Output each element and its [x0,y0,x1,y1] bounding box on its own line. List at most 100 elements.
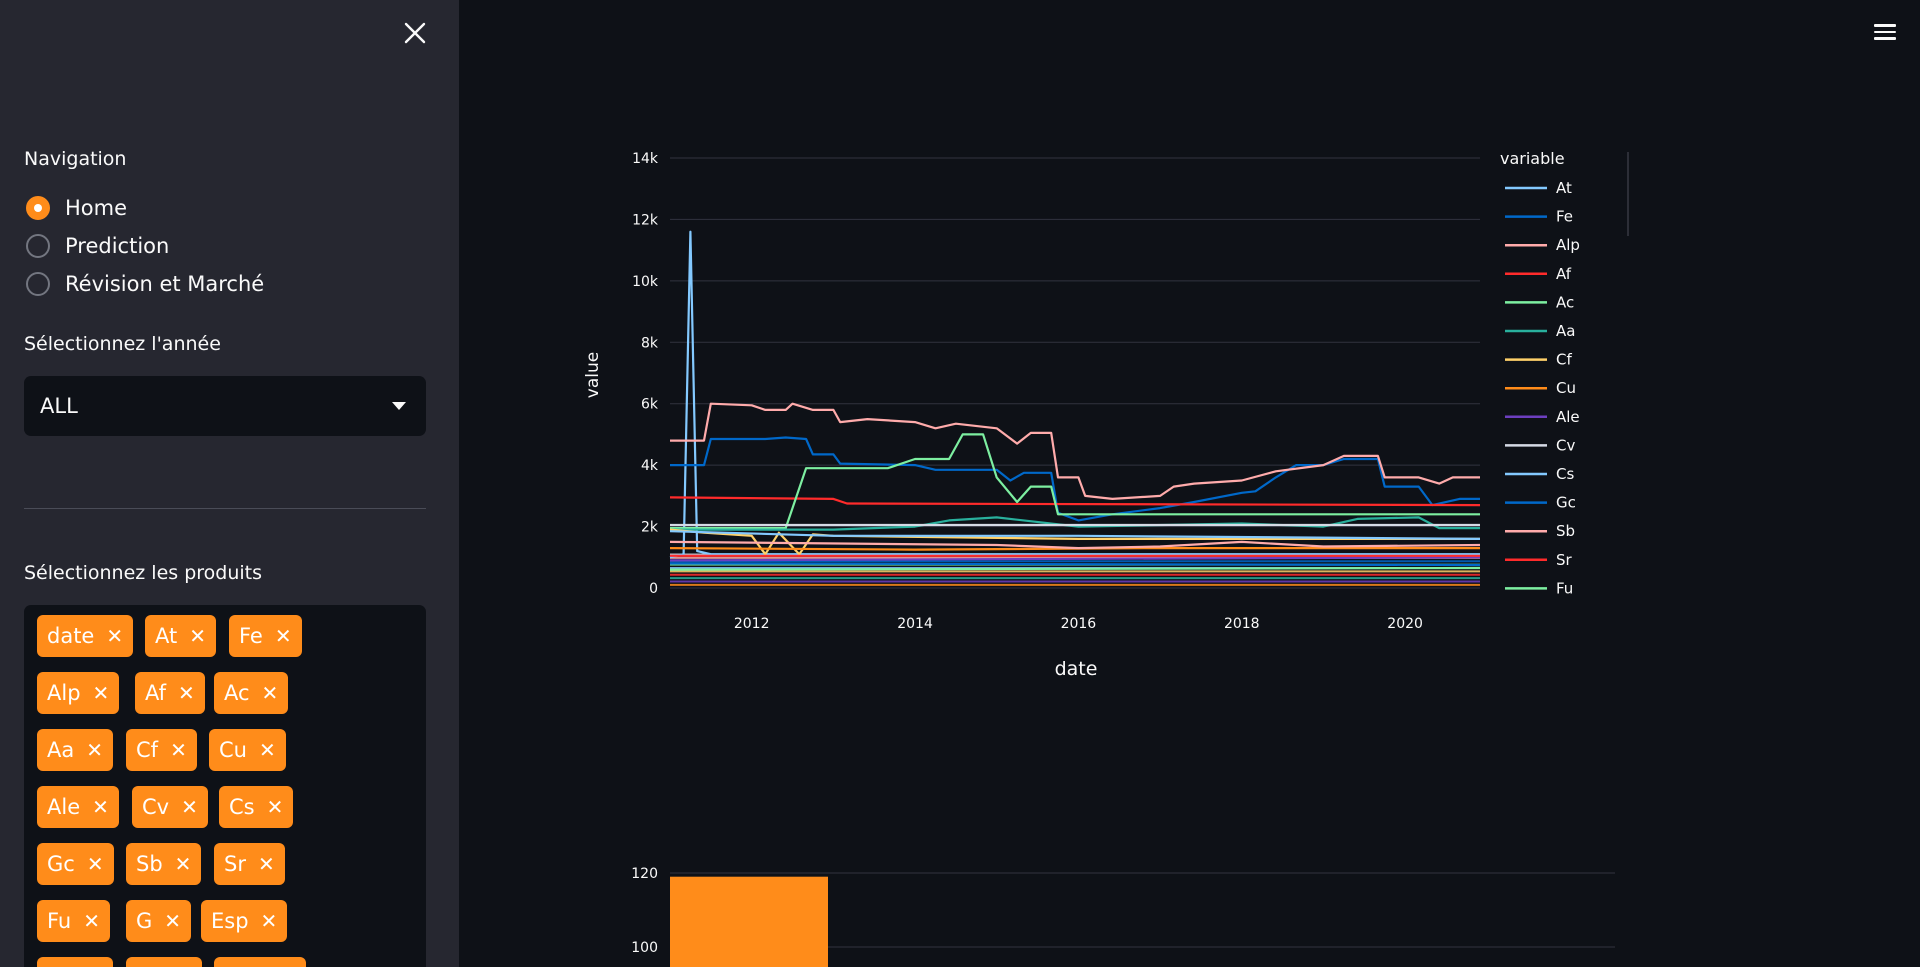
bar-chart: 100 120 [631,866,1615,967]
product-tag-partial [126,957,202,967]
radio-button-checked[interactable] [26,196,50,220]
nav-radio-home[interactable]: Home [26,196,127,220]
legend-item-af[interactable]: Af [1505,265,1572,283]
hamburger-menu-icon [1870,24,1900,40]
remove-tag-icon[interactable]: ✕ [274,624,292,648]
legend-label: Gc [1556,494,1576,512]
x-tick-label: 2012 [734,616,770,632]
remove-tag-icon[interactable]: ✕ [266,795,284,819]
series-line-fe[interactable] [670,436,1480,522]
x-tick-label: 2018 [1224,616,1260,632]
y-tick-label: 10k [632,274,659,290]
remove-tag-icon[interactable]: ✕ [86,852,104,876]
close-icon [404,22,426,44]
product-tag: Sb ✕ [126,843,202,885]
nav-radio-revision[interactable]: Révision et Marché [26,272,264,296]
legend-item-at[interactable]: At [1505,179,1572,197]
year-select-value: ALL [40,394,78,418]
legend-item-cf[interactable]: Cf [1505,351,1572,369]
remove-tag-icon[interactable]: ✕ [261,681,279,705]
series-line-sb[interactable] [669,540,1481,550]
y-axis-title: value [583,352,603,398]
remove-tag-icon[interactable]: ✕ [92,795,109,819]
radio-button[interactable] [26,234,50,258]
series-line-cf[interactable] [669,528,1480,556]
y-tick-label: 8k [641,335,659,351]
remove-tag-icon[interactable]: ✕ [164,909,182,933]
bar-chart-y-ticks: 100 120 [631,866,658,956]
y-tick-label: 4k [641,458,659,474]
remove-tag-icon[interactable]: ✕ [178,681,195,705]
series-line-at[interactable] [669,230,1480,559]
remove-tag-icon[interactable]: ✕ [260,909,278,933]
legend-label: Ale [1556,408,1580,426]
product-tag: Gc ✕ [37,843,114,885]
legend-item-gc[interactable]: Gc [1505,494,1576,512]
legend-item-cs[interactable]: Cs [1505,465,1574,483]
remove-tag-icon[interactable]: ✕ [106,624,124,648]
series-line-gc[interactable] [669,562,1481,567]
legend-title: variable [1500,149,1565,168]
legend-item-sb[interactable]: Sb [1505,522,1575,540]
nav-item-label: Home [65,196,128,220]
product-tag: Cf ✕ [126,729,197,771]
legend-label: Af [1556,265,1572,283]
x-axis-title: date [1055,658,1098,680]
product-tag: Ac ✕ [214,672,289,714]
product-tag-partial [37,957,113,967]
series-line-ac[interactable] [670,433,1480,530]
remove-tag-icon[interactable]: ✕ [174,852,192,876]
bar-chart-bars [670,876,828,967]
legend-label: Sr [1556,551,1573,569]
legend-item-ac[interactable]: Ac [1505,293,1574,311]
x-tick-label: 2020 [1387,616,1423,632]
remove-tag-icon[interactable]: ✕ [257,852,275,876]
bar[interactable] [670,876,828,967]
series-line-alp[interactable] [670,402,1480,500]
x-axis-ticks: 2012 2014 2016 2018 2020 [734,616,1423,632]
chart-gridlines [670,157,1480,589]
series-line-af[interactable] [669,496,1481,507]
y-tick-label: 120 [631,866,658,882]
series-line-fu[interactable] [669,566,1481,571]
close-sidebar-button[interactable] [400,18,430,48]
legend-label: Alp [1556,236,1580,254]
legend-label: Fu [1556,579,1573,597]
series-line-cu[interactable] [669,547,1480,551]
remove-tag-icon[interactable]: ✕ [83,909,101,933]
legend-item-sr[interactable]: Sr [1505,551,1573,569]
main-menu-button[interactable] [1870,20,1900,44]
series-line-ale[interactable] [669,556,1481,562]
radio-button[interactable] [26,272,50,296]
chart-legend[interactable]: variable At Fe Alp Af Ac Aa Cf Cu Ale Cv Cs Gc Sb Sr F… [1500,149,1629,597]
nav-item-label: Révision et Marché [65,272,265,296]
year-select[interactable]: ALL [24,376,426,436]
nav-item-label: Prediction [65,234,170,258]
legend-item-aa[interactable]: Aa [1505,322,1575,340]
product-tag: Esp ✕ [201,900,288,942]
remove-tag-icon[interactable]: ✕ [181,795,198,819]
x-tick-label: 2014 [897,616,933,632]
products-multiselect[interactable]: date ✕ At ✕ Fe ✕ Alp ✕ Af ✕ Ac ✕ Aa ✕ Cf ✕ Cu ✕ A… [24,605,426,967]
product-tag-partial [214,957,306,967]
remove-tag-icon[interactable]: ✕ [258,738,276,762]
legend-item-fe[interactable]: Fe [1505,208,1573,226]
y-tick-label: 6k [641,397,659,413]
legend-item-alp[interactable]: Alp [1505,236,1580,254]
legend-item-ale[interactable]: Ale [1505,408,1580,426]
remove-tag-icon[interactable]: ✕ [189,624,206,648]
legend-label: Cs [1556,465,1574,483]
remove-tag-icon[interactable]: ✕ [170,738,187,762]
nav-radio-prediction[interactable]: Prediction [26,234,169,258]
legend-item-cu[interactable]: Cu [1505,379,1576,397]
series-line-cs[interactable] [669,530,1481,540]
legend-label: Cf [1556,351,1572,369]
y-tick-label: 14k [632,151,659,167]
remove-tag-icon[interactable]: ✕ [86,738,103,762]
legend-item-cv[interactable]: Cv [1505,436,1575,454]
navigation-label: Navigation [24,148,127,170]
product-tag: At ✕ [145,615,216,657]
legend-item-fu[interactable]: Fu [1505,579,1573,597]
remove-tag-icon[interactable]: ✕ [92,681,110,705]
